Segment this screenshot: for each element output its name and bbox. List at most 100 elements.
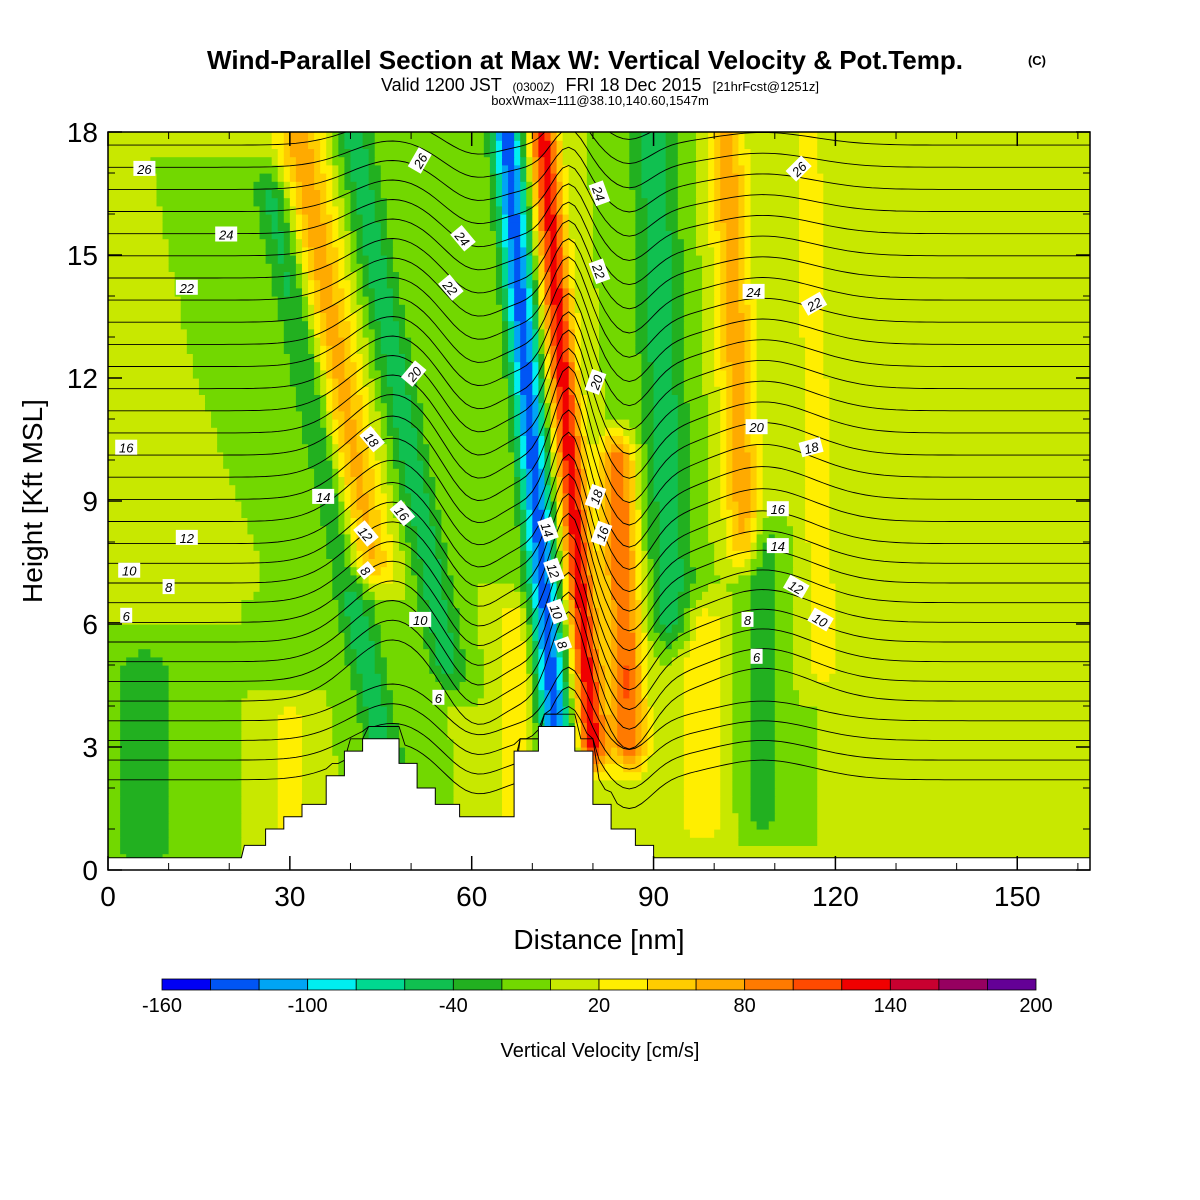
velocity-cell [514,246,521,256]
velocity-cell [326,132,333,141]
velocity-cell [671,361,685,371]
velocity-cell [380,533,394,543]
velocity-cell [108,189,158,199]
velocity-cell [580,566,588,576]
velocity-cell [732,419,746,428]
contour-label: 14 [312,488,335,505]
velocity-cell [392,451,400,461]
velocity-cell [556,361,570,371]
velocity-cell [568,320,576,330]
velocity-cell [732,591,752,600]
velocity-cell [544,697,552,707]
velocity-cell [320,296,333,305]
velocity-cell [362,599,376,609]
velocity-cell [392,287,400,297]
velocity-cell [653,583,661,592]
velocity-cell [550,345,558,354]
velocity-cell [641,583,649,592]
velocity-cell [683,755,721,764]
velocity-cell [647,640,655,650]
contour-label-text: 16 [593,524,612,543]
velocity-cell [380,632,424,641]
velocity-cell [629,533,636,543]
velocity-cell [586,148,630,158]
velocity-cell [435,542,449,551]
velocity-cell [398,328,406,338]
velocity-cell [714,550,727,559]
contour-label-text: 14 [538,521,557,540]
velocity-cell [799,246,824,256]
velocity-cell [683,607,691,617]
velocity-cell [574,337,582,346]
velocity-cell [108,386,200,395]
velocity-cell [574,287,600,297]
velocity-cell [368,615,376,625]
velocity-cell [532,140,539,149]
velocity-cell [720,394,727,404]
velocity-cell [562,460,570,469]
velocity-cell [726,337,746,346]
velocity-cell [568,173,588,182]
velocity-cell [774,648,794,658]
velocity-cell [350,263,364,272]
velocity-cell [635,533,643,543]
velocity-cell [314,328,321,338]
velocity-cell [653,591,661,600]
velocity-cell [556,328,564,338]
velocity-cell [641,591,649,600]
velocity-cell [108,328,188,338]
velocity-cell [635,583,643,592]
velocity-cell [108,829,121,838]
colorbar-tick-label: 20 [588,995,610,1017]
velocity-cell [562,353,570,363]
velocity-cell [368,714,388,723]
velocity-cell [308,279,315,289]
velocity-cell [756,320,800,330]
velocity-cell [538,566,546,576]
velocity-cell [659,550,679,559]
velocity-cell [417,533,436,543]
velocity-cell [108,435,218,445]
velocity-cell [380,230,388,240]
velocity-cell [532,607,539,617]
velocity-cell [599,673,606,682]
velocity-cell [738,255,746,264]
chart-title: Wind-Parallel Section at Max W: Vertical… [207,45,963,75]
velocity-cell [732,689,752,699]
velocity-cell [332,164,339,174]
velocity-cell [550,271,558,281]
velocity-cell [799,287,824,297]
velocity-cell [453,796,503,805]
velocity-cell [677,148,697,158]
velocity-cell [289,164,297,174]
velocity-cell [447,599,455,609]
velocity-cell [544,173,552,182]
velocity-cell [738,574,752,584]
velocity-cell [750,566,758,576]
velocity-cell [120,763,170,773]
velocity-cell [817,132,1090,141]
velocity-cell [392,706,449,715]
velocity-cell [599,304,636,313]
velocity-cell [108,714,121,723]
velocity-cell [495,132,503,141]
velocity-cell [156,181,255,190]
velocity-cell [568,205,594,215]
velocity-cell [338,419,346,428]
velocity-cell [817,747,1090,756]
velocity-cell [544,624,552,633]
velocity-cell [562,542,570,551]
velocity-cell [720,632,733,641]
velocity-cell [514,279,521,289]
contour-label: 24 [742,283,765,300]
velocity-cell [568,378,576,387]
velocity-cell [568,394,576,404]
velocity-cell [526,714,533,723]
velocity-cell [568,345,576,354]
velocity-cell [538,624,546,633]
velocity-cell [108,681,121,691]
velocity-cell [108,755,121,764]
velocity-cell [398,738,455,748]
colorbar-swatch [452,978,503,991]
velocity-cell [720,771,733,781]
